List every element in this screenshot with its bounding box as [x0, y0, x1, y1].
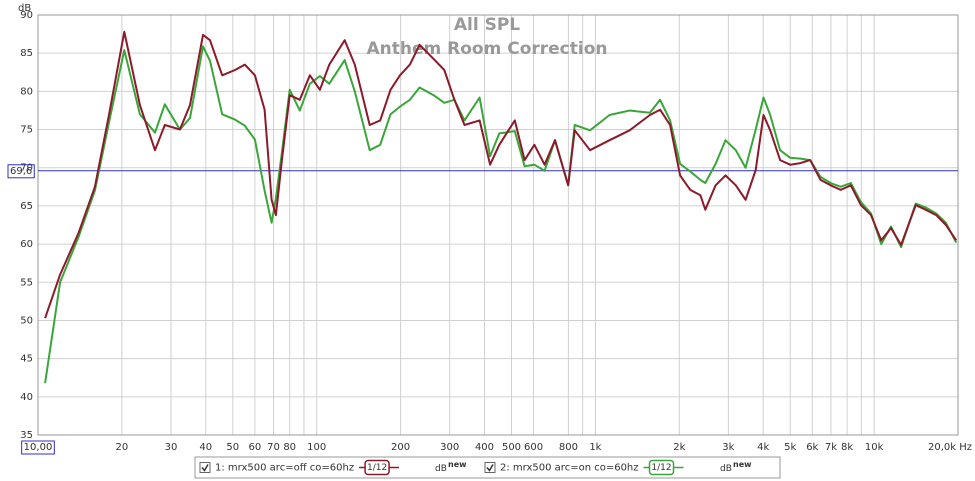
x-tick-label: 10k [865, 442, 884, 453]
x-tick-label: 200 [391, 442, 410, 453]
x-tick-label: 400 [475, 442, 494, 453]
y-tick-label: 55 [20, 277, 33, 288]
y-tick-label: 85 [20, 48, 33, 59]
x-tick-label: 70 [267, 442, 280, 453]
y-tick-label: 60 [20, 239, 33, 250]
y-axis-label: dB [18, 3, 31, 14]
smoothing-box [648, 459, 675, 476]
x-tick-label: 4k [757, 442, 769, 453]
plot-border [37, 14, 959, 436]
chart-subtitle: Anthem Room Correction [367, 39, 608, 59]
y-tick-label: 45 [20, 354, 33, 365]
cursor-box [21, 440, 55, 455]
smoothing-label: 1/12 [651, 463, 671, 473]
x-tick-label: 2k [673, 442, 685, 453]
legend-checkbox[interactable] [484, 462, 496, 473]
x-tick-label: 60 [249, 442, 262, 453]
checkmark [201, 464, 209, 472]
x-tick-label: 300 [440, 442, 459, 453]
y-tick-label: 75 [20, 125, 33, 136]
marker-box [7, 164, 35, 179]
x-tick-label: 800 [559, 442, 578, 453]
checkmark [486, 464, 494, 472]
smoothing-label: 1/12 [367, 463, 387, 473]
x-tick-label: 80 [283, 442, 296, 453]
x-tick-label: 100 [307, 442, 326, 453]
x-tick-label: 6k [806, 442, 818, 453]
smoothing-box [364, 459, 390, 476]
y-tick-label: 65 [20, 201, 33, 212]
series-line [44, 30, 958, 319]
y-tick-label: 70 [20, 163, 33, 174]
x-tick-label: 1k [589, 442, 601, 453]
x-tick-label: 20 [116, 442, 129, 453]
x-tick-label: 50 [226, 442, 239, 453]
x-tick-label: 40 [199, 442, 212, 453]
marker-label: 69,6 [10, 166, 32, 177]
x-tick-label: 7k [825, 442, 837, 453]
legend-badge-sup: new [448, 460, 467, 469]
legend-badge: dB [720, 464, 732, 474]
y-tick-label: 35 [20, 430, 33, 441]
x-tick-label: 8k [841, 442, 853, 453]
x-tick-label: 10,00 [24, 442, 53, 453]
y-tick-label: 90 [20, 10, 33, 21]
x-tick-label: 3k [722, 442, 734, 453]
legend-badge-sup: new [733, 460, 752, 469]
legend-badge: dB [435, 464, 447, 474]
x-tick-label: 600 [524, 442, 543, 453]
x-tick-label: 5k [784, 442, 796, 453]
chart-title: All SPL [454, 15, 520, 35]
y-tick-label: 50 [20, 315, 33, 326]
x-tick-label: 30 [165, 442, 178, 453]
y-tick-label: 40 [20, 392, 33, 403]
x-tick-label: 20,0k Hz [928, 442, 972, 453]
y-tick-label: 80 [20, 86, 33, 97]
x-tick-label: 500 [502, 442, 521, 453]
legend-label: 1: mrx500 arc=off co=60hz [215, 463, 354, 474]
legend-label: 2: mrx500 arc=on co=60hz [500, 463, 639, 474]
legend-checkbox[interactable] [199, 462, 211, 473]
